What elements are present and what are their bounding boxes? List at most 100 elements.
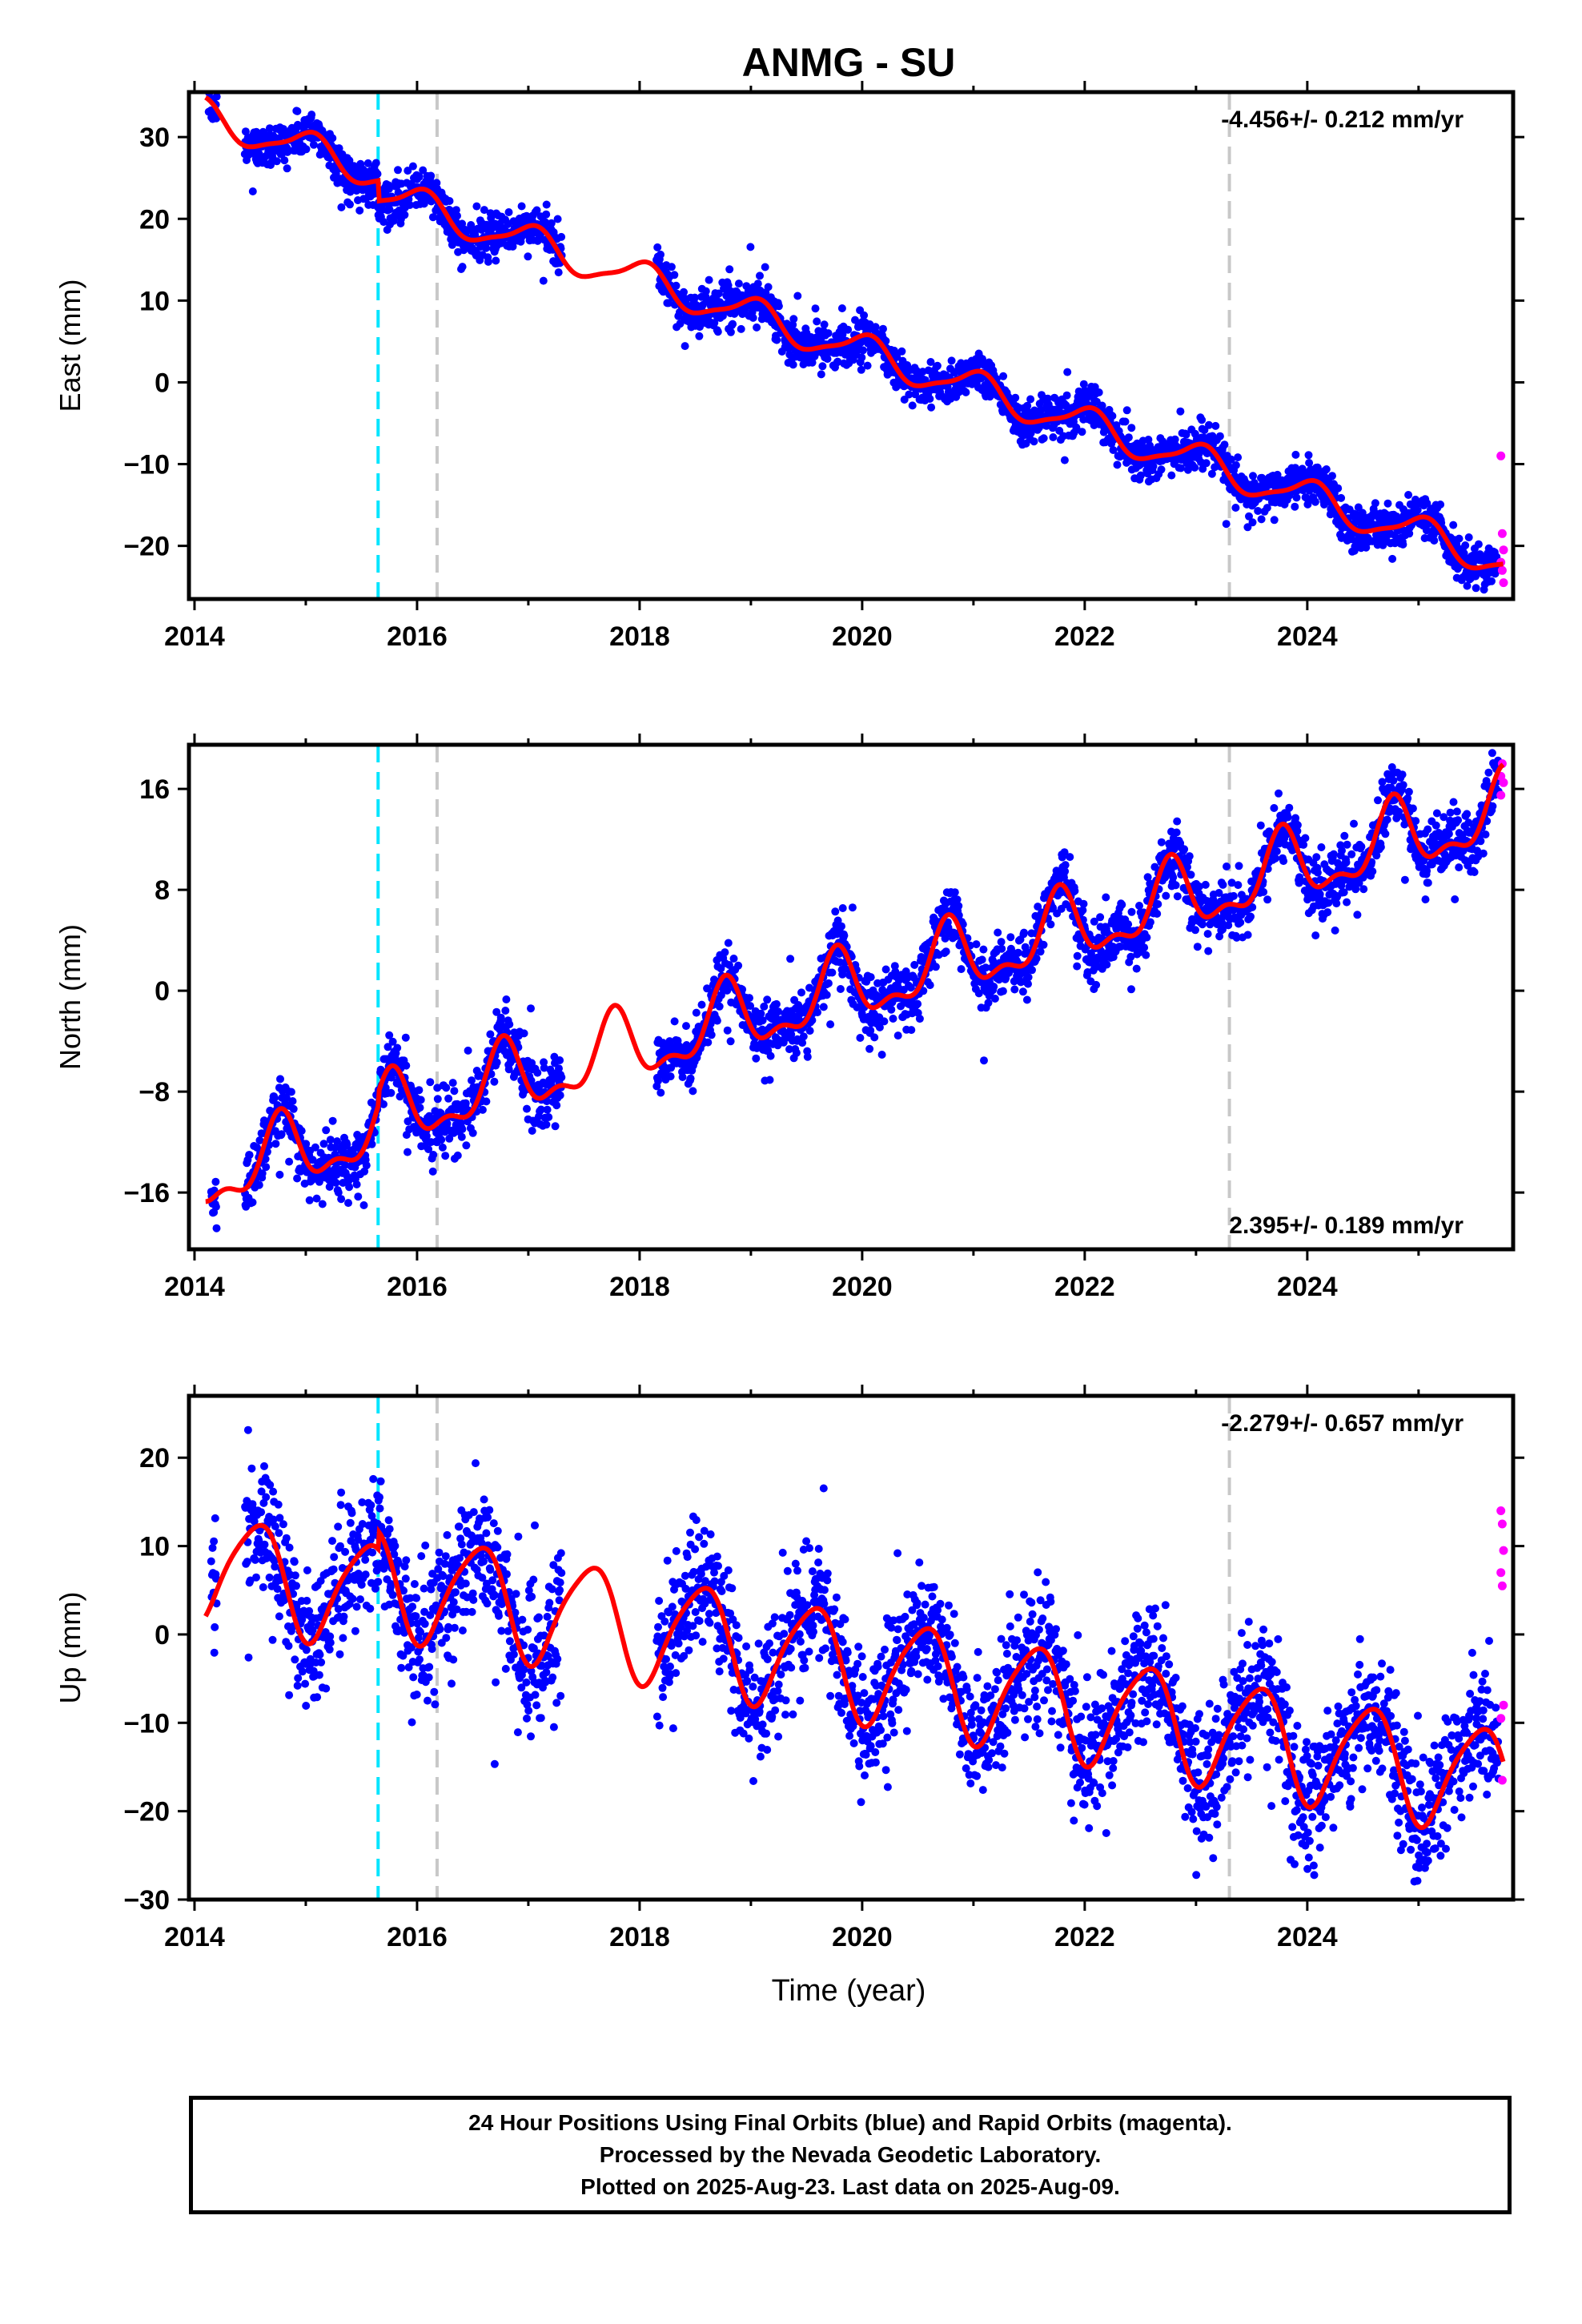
final-orbit-point [492, 256, 500, 265]
final-orbit-point [1062, 391, 1071, 400]
final-orbit-point [726, 1037, 735, 1046]
final-orbit-point [746, 243, 755, 251]
final-orbit-point [532, 206, 541, 215]
final-orbit-point [667, 263, 676, 271]
final-orbit-point [758, 1016, 767, 1025]
final-orbit-point [803, 1052, 812, 1061]
final-orbit-point [540, 1063, 548, 1072]
final-orbit-point [818, 362, 827, 371]
y-tick-label: 0 [155, 368, 170, 398]
velocity-label: -4.456+/- 0.212 mm/yr [1221, 107, 1464, 133]
final-orbit-point [272, 157, 281, 166]
final-orbit-point [524, 252, 532, 261]
final-orbit-point [721, 948, 729, 957]
final-orbit-point [344, 1199, 352, 1208]
final-orbit-point [1177, 464, 1185, 472]
final-orbit-point [833, 357, 842, 366]
final-orbit-point [1094, 388, 1103, 396]
final-orbit-point [408, 162, 417, 171]
final-orbit-point [523, 1104, 531, 1113]
final-orbit-point [1227, 455, 1235, 464]
final-orbit-point [468, 1076, 476, 1085]
final-orbit-point [293, 1174, 302, 1183]
final-orbit-point [343, 1140, 351, 1148]
final-orbit-point [1073, 951, 1082, 960]
final-orbit-point [367, 1140, 376, 1148]
final-orbit-point [831, 907, 840, 916]
final-orbit-point [429, 1151, 438, 1159]
final-orbit-point [1060, 456, 1069, 464]
final-orbit-point [947, 356, 956, 365]
final-orbit-point [553, 215, 562, 223]
final-orbit-point [384, 184, 393, 193]
final-orbit-point [1173, 817, 1182, 826]
final-orbit-point [373, 170, 382, 179]
final-orbit-point [318, 1200, 327, 1208]
final-orbit-point [789, 360, 797, 369]
final-orbit-point [1118, 900, 1126, 909]
final-orbit-point [811, 304, 820, 313]
final-orbit-point [282, 1093, 291, 1102]
final-orbit-point [763, 995, 772, 1004]
y-tick-label: 30 [139, 123, 170, 153]
final-orbit-point [433, 1095, 442, 1104]
final-orbit-point [1136, 471, 1145, 480]
final-orbit-point [1191, 463, 1199, 472]
final-orbit-point [1460, 549, 1468, 557]
final-orbit-point [1343, 898, 1351, 907]
final-orbit-point [1229, 891, 1238, 900]
final-orbit-point [1201, 880, 1210, 889]
final-orbit-point [866, 1026, 875, 1035]
final-orbit-point [379, 1100, 387, 1108]
final-orbit-point [394, 166, 402, 175]
final-orbit-point [424, 1145, 433, 1153]
final-orbit-point [437, 1136, 446, 1144]
final-orbit-point [1430, 537, 1439, 545]
final-orbit-point [871, 323, 880, 332]
final-orbit-point [428, 213, 437, 222]
final-orbit-point [307, 111, 316, 119]
final-orbit-point [837, 922, 845, 931]
final-orbit-point [426, 1078, 435, 1087]
final-orbit-point [443, 1119, 452, 1128]
final-orbit-point [689, 1087, 697, 1096]
final-orbit-point [1231, 460, 1240, 469]
final-orbit-point [1223, 862, 1231, 870]
final-orbit-point [542, 200, 551, 209]
final-orbit-point [271, 1140, 280, 1148]
final-orbit-point [354, 1192, 363, 1201]
final-orbit-point [461, 1099, 470, 1108]
final-orbit-point [773, 336, 781, 344]
final-orbit-point [1199, 464, 1207, 473]
final-orbit-point [724, 939, 733, 947]
final-orbit-point [1388, 554, 1397, 563]
final-orbit-point [1347, 850, 1356, 858]
final-orbit-point [857, 365, 865, 374]
x-tick-label: 2024 [1277, 621, 1338, 652]
final-orbit-point [877, 1051, 886, 1059]
final-orbit-point [990, 995, 999, 1003]
final-orbit-point [341, 1160, 350, 1169]
final-orbit-point [333, 1137, 342, 1146]
final-orbit-point [539, 276, 548, 285]
final-orbit-point [422, 1132, 431, 1140]
final-orbit-point [1185, 852, 1194, 861]
final-orbit-point [793, 292, 802, 300]
final-orbit-point [682, 1022, 690, 1031]
final-orbit-point [837, 304, 846, 312]
final-orbit-point [204, 66, 212, 74]
final-orbit-point [686, 1074, 695, 1083]
final-orbit-point [337, 1195, 346, 1204]
final-orbit-point [448, 1079, 457, 1088]
final-orbit-point [462, 1141, 471, 1150]
final-orbit-point [1399, 540, 1407, 549]
y-tick-label: −20 [123, 532, 170, 562]
final-orbit-point [322, 1126, 331, 1135]
final-orbit-point [1157, 465, 1166, 474]
final-orbit-point [212, 92, 221, 101]
final-orbit-point [910, 960, 919, 969]
rapid-orbit-point [1496, 451, 1506, 460]
final-orbit-point [672, 281, 681, 290]
final-orbit-point [335, 144, 343, 153]
final-orbit-point [1331, 926, 1339, 935]
